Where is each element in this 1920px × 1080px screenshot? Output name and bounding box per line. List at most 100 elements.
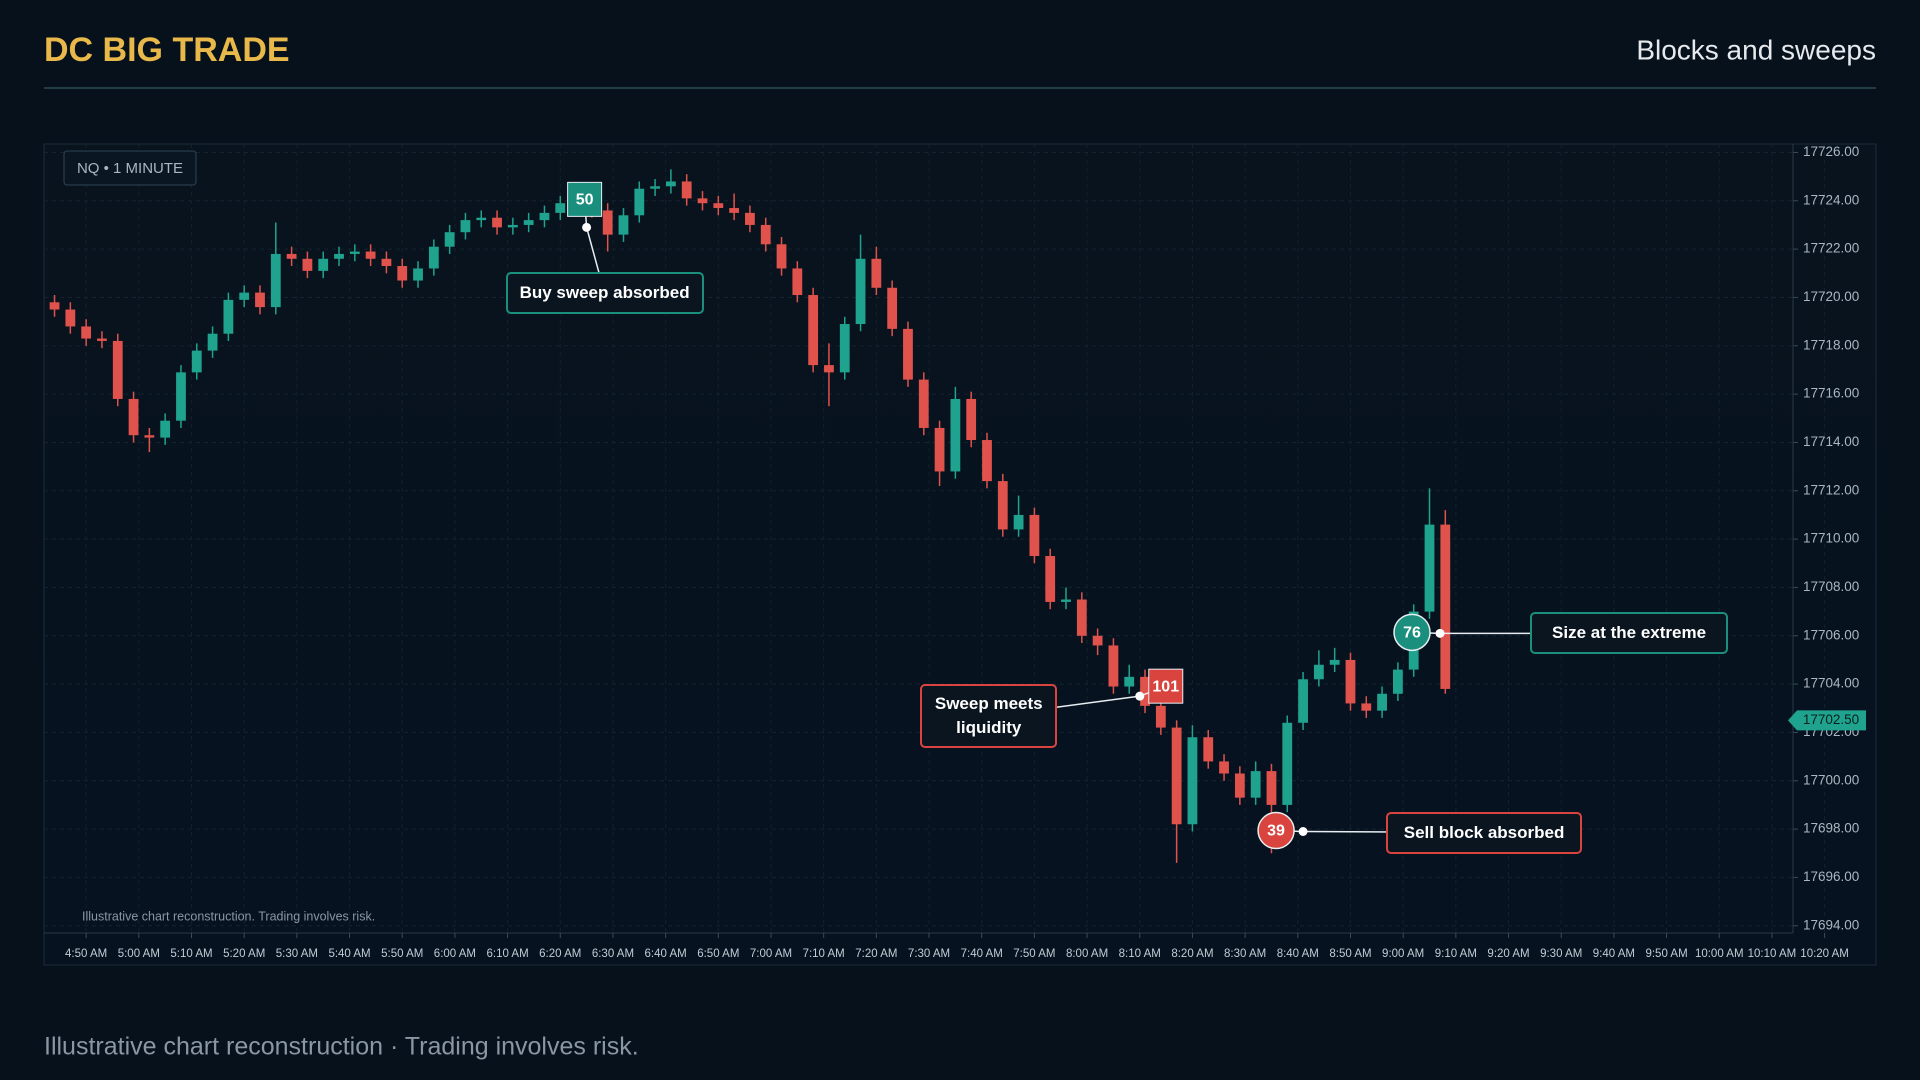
candle-body (207, 333, 218, 351)
x-tick-label: 10:20 AM (1800, 948, 1849, 960)
candle-body (634, 188, 645, 216)
last-price-tag (1788, 710, 1866, 731)
size-marker (567, 181, 603, 217)
candle-body (428, 246, 439, 269)
candle-body (334, 253, 344, 259)
candle-body (1329, 659, 1340, 665)
x-tick-label: 9:30 AM (1540, 948, 1582, 960)
candle-body (1424, 524, 1435, 612)
x-tick-label: 8:10 AM (1119, 948, 1161, 960)
x-tick-label: 9:50 AM (1645, 948, 1687, 960)
chart-note: Illustrative chart reconstruction. Tradi… (82, 909, 375, 923)
candle-body (681, 181, 692, 199)
x-tick-label: 6:40 AM (645, 948, 687, 960)
candle-body (602, 210, 613, 235)
y-tick-label: 17696.00 (1803, 869, 1859, 884)
candle-body (1219, 761, 1229, 774)
candle-body (523, 220, 534, 225)
candle-body (1282, 722, 1293, 805)
candle-body (887, 287, 898, 329)
candle-body (1361, 703, 1372, 711)
candle-body (381, 258, 392, 267)
x-tick-label: 6:50 AM (697, 948, 739, 960)
candle-body (776, 244, 787, 269)
candle-body (839, 324, 850, 373)
y-tick-label: 17714.00 (1803, 434, 1859, 449)
candle-body (1155, 705, 1166, 728)
candle-body (1298, 679, 1308, 723)
x-tick-label: 6:30 AM (592, 948, 634, 960)
candle-body (476, 217, 487, 221)
candle-body (302, 258, 313, 271)
x-tick-label: 10:10 AM (1748, 948, 1797, 960)
candle-body (997, 481, 1008, 530)
candle-body (697, 198, 708, 204)
size-label: 76 (1403, 625, 1421, 642)
x-tick-label: 9:10 AM (1435, 948, 1477, 960)
candle-body (745, 212, 755, 225)
candle-body (81, 326, 92, 339)
candle-body (1061, 599, 1071, 602)
candle-body (1440, 524, 1451, 689)
size-label: 39 (1267, 823, 1285, 840)
x-tick-label: 6:20 AM (539, 948, 581, 960)
candle-body (855, 258, 866, 325)
candle-body (1345, 659, 1356, 704)
candle-body (492, 217, 502, 228)
candle-body (239, 292, 250, 300)
candle-body (713, 203, 724, 209)
candle-body (1313, 664, 1324, 680)
candle-body (934, 427, 945, 472)
y-tick-label: 17712.00 (1803, 482, 1859, 497)
x-tick-label: 5:30 AM (276, 948, 318, 960)
candle-body (349, 251, 360, 254)
candle-body (270, 253, 281, 308)
y-tick-label: 17710.00 (1803, 531, 1859, 546)
annotation-point (1298, 827, 1308, 837)
x-tick-label: 9:00 AM (1382, 948, 1424, 960)
annotation-label: Sweep meets liquidity (920, 684, 1058, 749)
y-tick-label: 17716.00 (1803, 386, 1859, 401)
candle-body (555, 203, 566, 213)
size-label: 101 (1152, 678, 1179, 695)
x-tick-label: 8:00 AM (1066, 948, 1108, 960)
annotation-point (1135, 691, 1145, 701)
candle-body (1203, 737, 1214, 762)
candle-body (1234, 773, 1245, 798)
candle-body (539, 212, 550, 221)
candle-body (1392, 669, 1403, 694)
x-tick-label: 8:30 AM (1224, 948, 1266, 960)
y-tick-label: 17698.00 (1803, 821, 1859, 836)
candle-body (144, 435, 155, 438)
candle-body (871, 258, 882, 288)
x-tick-label: 9:20 AM (1487, 948, 1529, 960)
y-tick-label: 17718.00 (1803, 337, 1859, 352)
x-tick-label: 6:10 AM (486, 948, 528, 960)
candle-body (1377, 693, 1387, 711)
candle-body (1140, 676, 1150, 706)
candle-body (1029, 514, 1040, 557)
badge: NQ • 1 MINUTE (77, 160, 183, 177)
candle-body (1171, 727, 1182, 825)
candle-body (950, 398, 961, 472)
annotation-point (582, 222, 592, 232)
candle-body (1250, 771, 1261, 798)
badge-box (63, 150, 197, 186)
candle-body (444, 232, 455, 247)
size-label: 50 (576, 192, 594, 209)
candle-body (97, 338, 107, 341)
size-marker (1257, 811, 1295, 850)
y-tick-label: 17724.00 (1803, 192, 1859, 207)
candle-body (286, 253, 297, 259)
candle-body (460, 220, 471, 233)
candle-body (191, 350, 202, 373)
y-tick-label: 17700.00 (1803, 772, 1859, 787)
candle-body (1092, 635, 1103, 646)
footer: Illustrative chart reconstruction · Trad… (44, 1033, 639, 1061)
candle-body (982, 440, 992, 482)
size-marker (1393, 613, 1431, 652)
x-tick-label: 5:50 AM (381, 948, 423, 960)
candle-body (666, 181, 676, 187)
candle-body (160, 420, 171, 438)
